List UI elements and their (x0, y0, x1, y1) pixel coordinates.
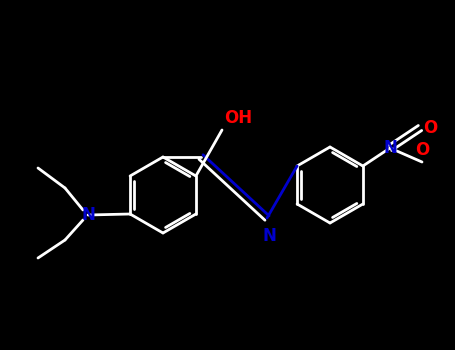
Text: O: O (415, 141, 429, 159)
Text: OH: OH (224, 109, 252, 127)
Text: N: N (81, 206, 95, 224)
Text: O: O (423, 119, 437, 137)
Text: N: N (262, 227, 276, 245)
Text: N: N (383, 139, 397, 157)
